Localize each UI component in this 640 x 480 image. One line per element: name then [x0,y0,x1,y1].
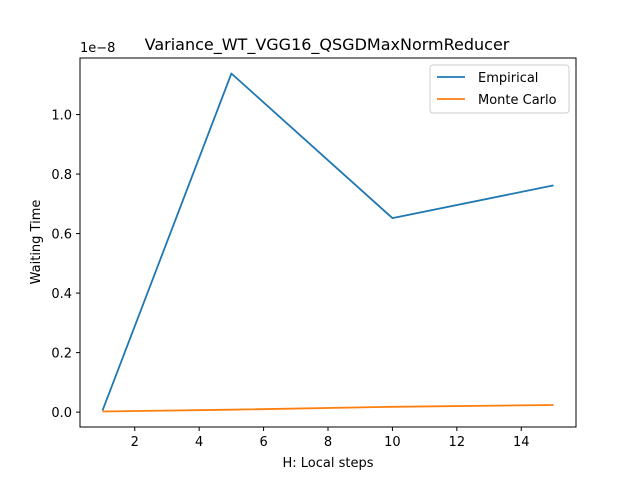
legend-label: Empirical [478,71,538,86]
x-tick-label: 8 [324,435,332,450]
x-tick-label: 12 [449,435,466,450]
series-line-1 [101,72,554,411]
series-line-2 [102,404,554,413]
chart-title: Variance_WT_VGG16_QSGDMaxNormReducer [145,35,510,55]
y-tick-label: 0.8 [51,168,72,183]
x-axis-label: H: Local steps [282,456,373,471]
x-tick-label: 14 [513,435,530,450]
y-tick-label: 0.2 [51,347,72,362]
x-tick-label: 6 [259,435,267,450]
y-offset-text: 1e−8 [80,41,115,56]
x-tick-label: 2 [131,435,139,450]
y-axis-label: Waiting Time [29,200,44,285]
y-tick-label: 1.0 [51,109,72,124]
axis-ticks: 2 4 6 8 10 12 14 0.0 0.2 0.4 0.6 0.8 1.0 [51,109,529,450]
x-tick-label: 10 [384,435,401,450]
plot-area [101,72,554,413]
legend: Empirical Monte Carlo [429,64,570,114]
y-tick-label: 0.4 [51,287,72,302]
y-tick-label: 0.0 [51,406,72,421]
x-tick-label: 4 [195,435,203,450]
y-tick-label: 0.6 [51,228,72,243]
legend-label: Monte Carlo [478,93,557,108]
